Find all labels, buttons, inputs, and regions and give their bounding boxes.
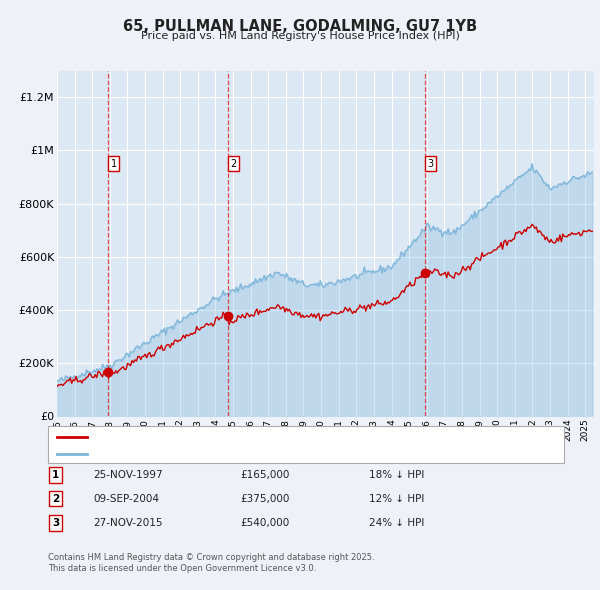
Text: 25-NOV-1997: 25-NOV-1997 (93, 470, 163, 480)
Text: 65, PULLMAN LANE, GODALMING, GU7 1YB (detached house): 65, PULLMAN LANE, GODALMING, GU7 1YB (de… (93, 432, 392, 442)
Text: 27-NOV-2015: 27-NOV-2015 (93, 519, 163, 528)
Text: 2: 2 (230, 159, 236, 169)
Text: 1: 1 (111, 159, 117, 169)
Text: HPI: Average price, detached house, Waverley: HPI: Average price, detached house, Wave… (93, 449, 319, 459)
Text: 3: 3 (428, 159, 434, 169)
Text: £375,000: £375,000 (240, 494, 289, 503)
Text: Contains HM Land Registry data © Crown copyright and database right 2025.
This d: Contains HM Land Registry data © Crown c… (48, 553, 374, 573)
Text: 12% ↓ HPI: 12% ↓ HPI (369, 494, 424, 503)
Text: £540,000: £540,000 (240, 519, 289, 528)
Text: 1: 1 (52, 470, 59, 480)
Text: 2: 2 (52, 494, 59, 503)
Text: 24% ↓ HPI: 24% ↓ HPI (369, 519, 424, 528)
Text: Price paid vs. HM Land Registry's House Price Index (HPI): Price paid vs. HM Land Registry's House … (140, 31, 460, 41)
Text: 09-SEP-2004: 09-SEP-2004 (93, 494, 159, 503)
Text: 3: 3 (52, 519, 59, 528)
Text: £165,000: £165,000 (240, 470, 289, 480)
Text: 65, PULLMAN LANE, GODALMING, GU7 1YB: 65, PULLMAN LANE, GODALMING, GU7 1YB (123, 19, 477, 34)
Text: 18% ↓ HPI: 18% ↓ HPI (369, 470, 424, 480)
